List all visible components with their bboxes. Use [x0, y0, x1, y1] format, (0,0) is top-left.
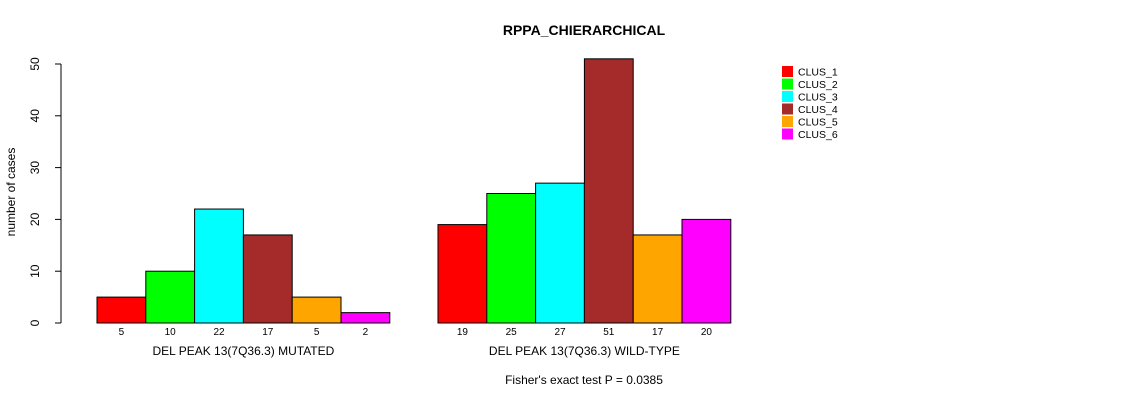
bar-groups [96, 58, 732, 324]
y-tick-label: 10 [28, 264, 42, 278]
legend-label: CLUS_5 [798, 117, 838, 129]
legend-label: CLUS_2 [798, 79, 838, 91]
chart-title: RPPA_CHIERARCHICAL [503, 22, 666, 38]
bar-count-label: 5 [314, 327, 320, 338]
bar-clus-5 [291, 296, 342, 324]
y-tick-label: 40 [28, 109, 42, 123]
bar-clus-6 [340, 312, 391, 324]
bar-count-label: 5 [119, 327, 125, 338]
bar-count-label: 19 [457, 327, 469, 338]
group-labels: DEL PEAK 13(7Q36.3) MUTATED DEL PEAK 13(7… [152, 344, 679, 358]
legend-swatch [782, 103, 793, 115]
bar-clus-2 [486, 193, 537, 324]
bar-clus-3 [535, 182, 585, 324]
count-labels: 5 10 22 17 5 2 19 25 27 51 17 20 [119, 327, 713, 338]
bar-clus-5 [632, 234, 683, 324]
y-tick-label: 30 [28, 161, 42, 175]
group-label: DEL PEAK 13(7Q36.3) MUTATED [152, 344, 334, 358]
legend-label: CLUS_3 [798, 92, 838, 104]
legend-swatch [782, 116, 793, 127]
y-tick-label: 50 [28, 57, 42, 71]
bar-clus-3 [194, 208, 244, 324]
legend-label: CLUS_6 [798, 129, 838, 141]
y-axis-label: number of cases [4, 148, 18, 237]
legend-swatch [782, 78, 793, 90]
bar-count-label: 2 [363, 327, 369, 338]
bar-clus-2 [145, 270, 196, 324]
legend-label: CLUS_4 [798, 104, 838, 116]
bar-count-label: 51 [603, 327, 615, 338]
y-tick-label: 0 [28, 319, 42, 326]
bar-clus-1 [96, 296, 147, 324]
bar-count-label: 20 [701, 327, 713, 338]
bar-clus-1 [437, 224, 488, 324]
group-label: DEL PEAK 13(7Q36.3) WILD-TYPE [489, 344, 680, 358]
bar-count-label: 27 [554, 327, 566, 338]
bar-clus-4 [583, 58, 634, 324]
bar-count-label: 25 [506, 327, 518, 338]
legend-swatch [782, 128, 793, 140]
y-tick-label: 20 [28, 212, 42, 226]
legend-swatch [782, 66, 793, 77]
bar-group-1 [96, 208, 391, 324]
fisher-test-footnote: Fisher's exact test P = 0.0385 [505, 373, 663, 387]
bar-group-2 [437, 58, 732, 324]
bar-count-label: 17 [262, 327, 274, 338]
bar-clus-4 [242, 234, 293, 324]
y-axis: 0 10 20 30 40 50 [28, 57, 62, 326]
bar-count-label: 10 [165, 327, 177, 338]
legend-swatch [782, 91, 793, 102]
legend-label: CLUS_1 [798, 67, 838, 79]
bar-count-label: 22 [213, 327, 225, 338]
bar-count-label: 17 [652, 327, 664, 338]
bar-clus-6 [681, 218, 732, 324]
